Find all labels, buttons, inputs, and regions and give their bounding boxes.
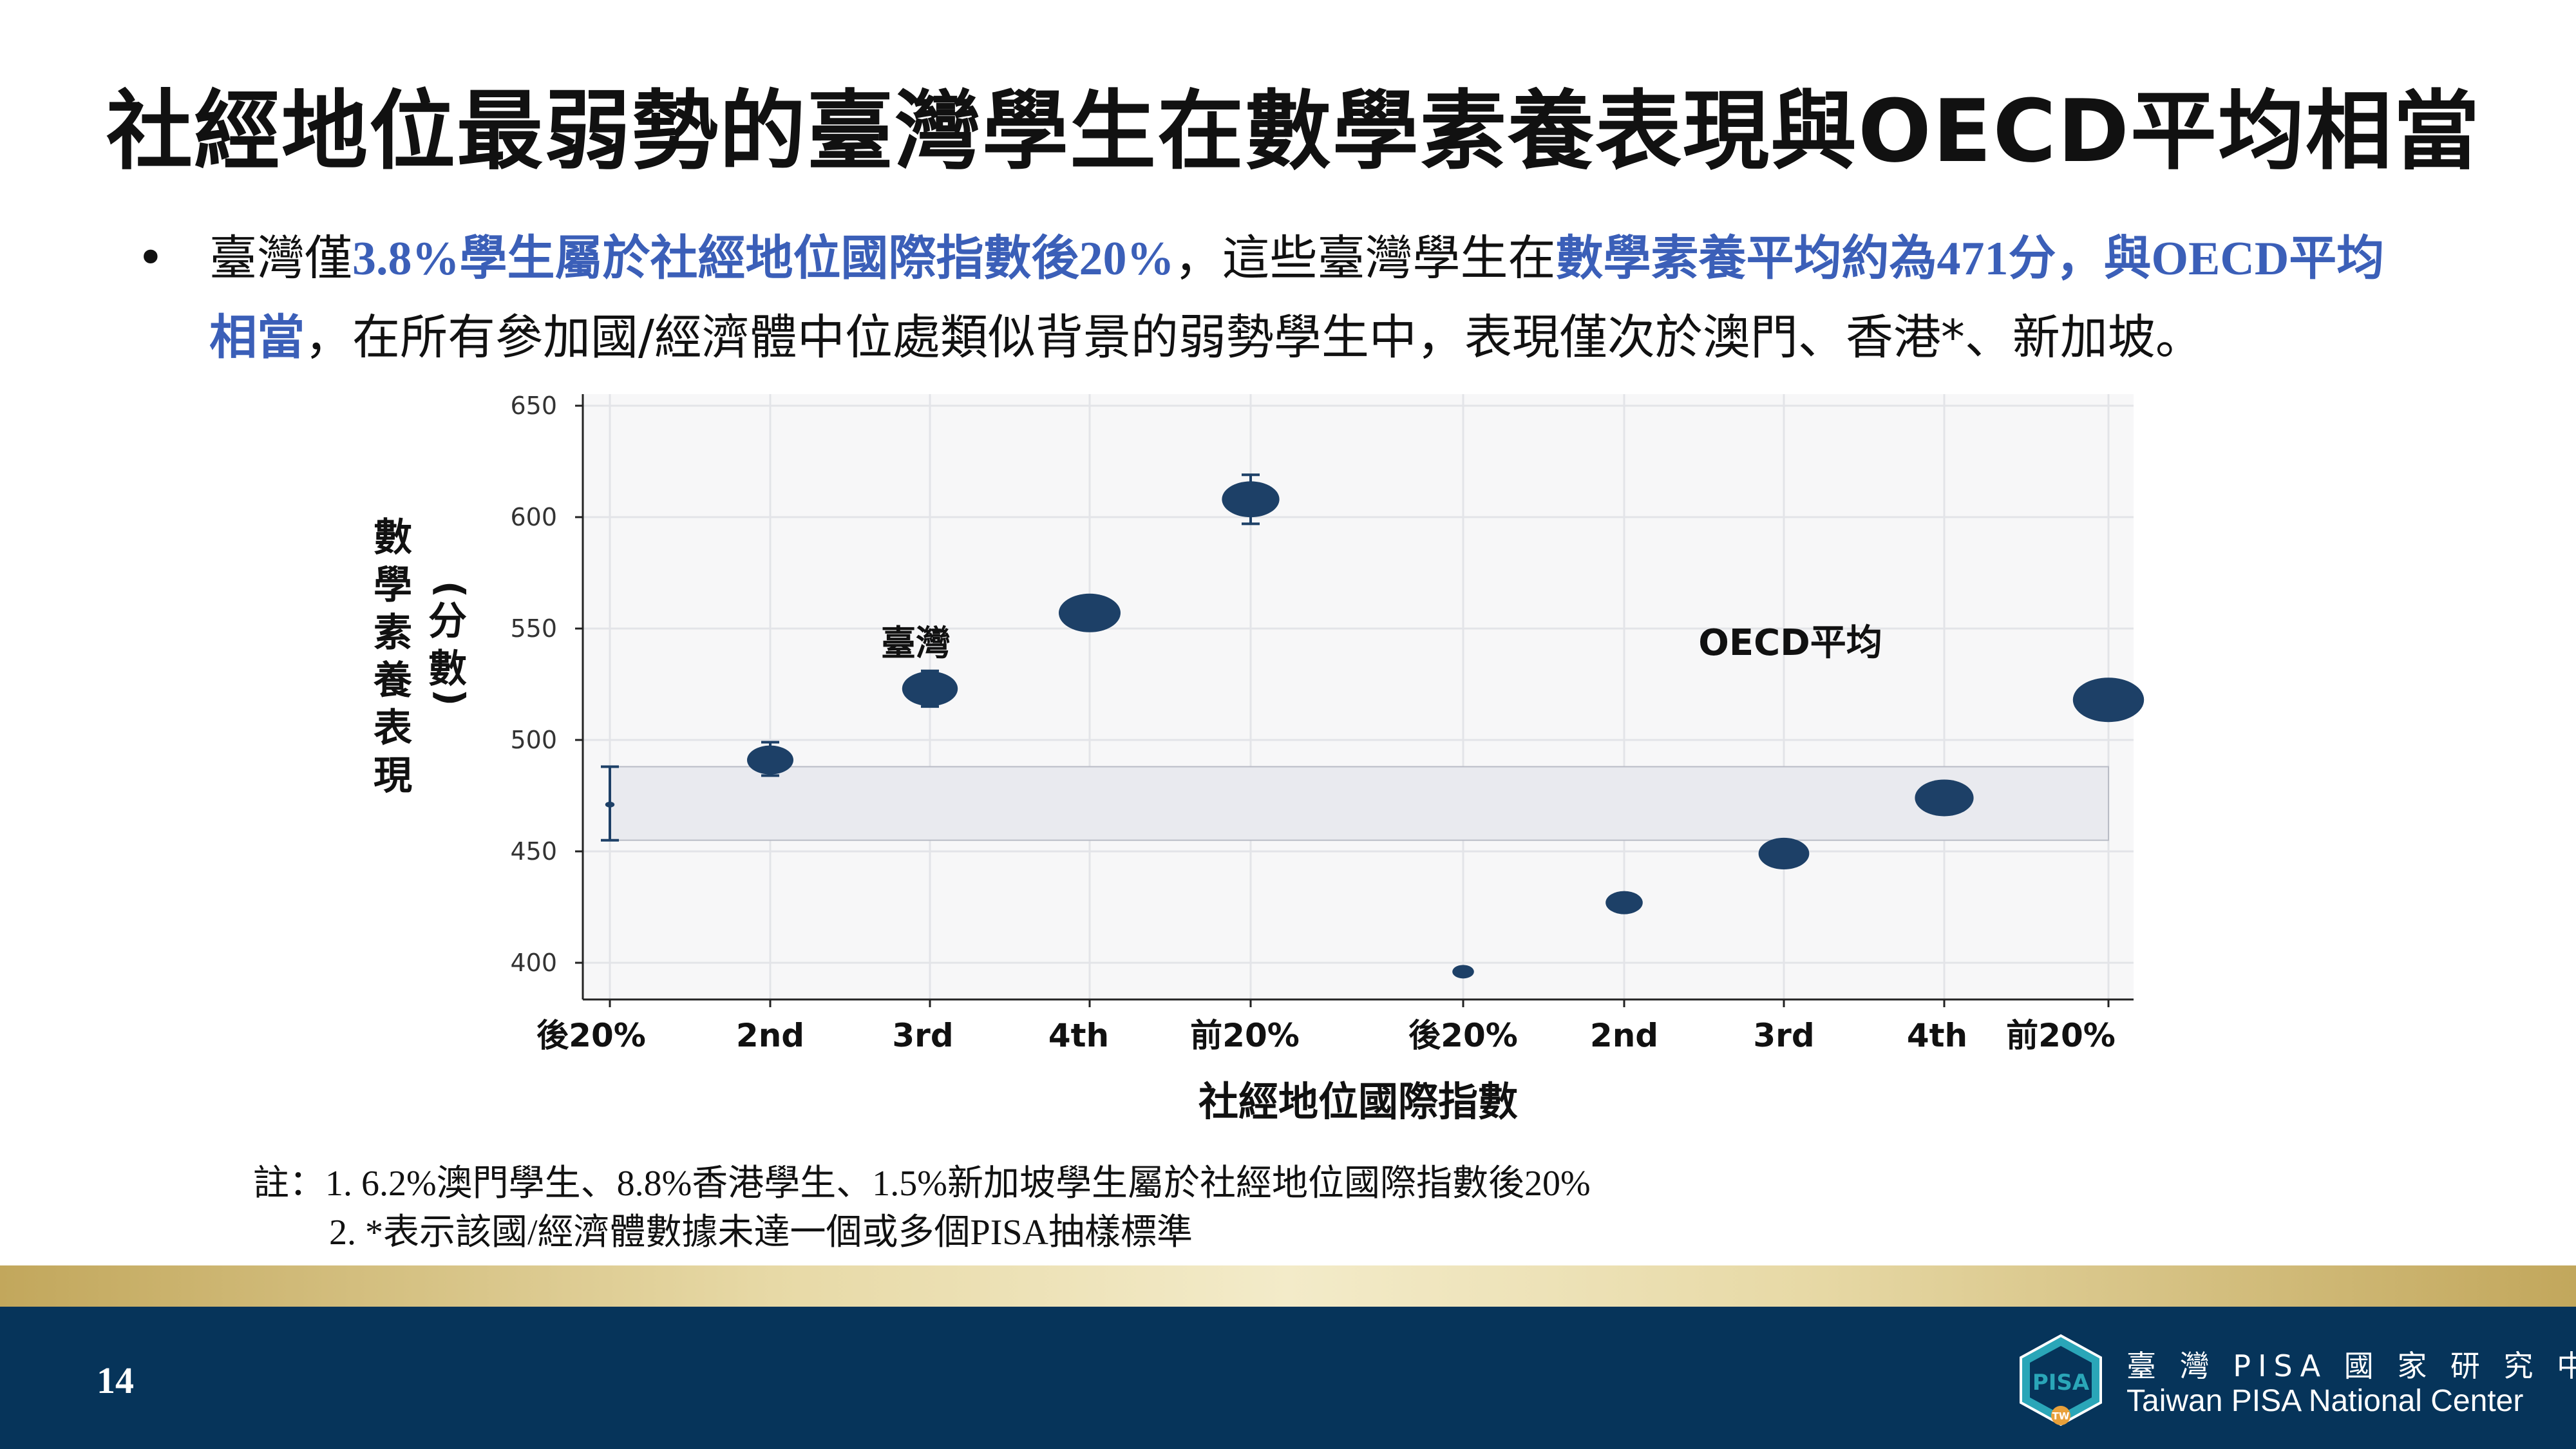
y-title-char-3: 養 — [373, 658, 412, 703]
logo-badge: TW — [2052, 1410, 2070, 1422]
x-tick-label-0: 後20% — [536, 1017, 646, 1054]
data-point-1-4 — [2072, 677, 2145, 723]
series-label-oecd: OECD平均 — [1698, 622, 1882, 664]
data-point-0-0 — [605, 801, 615, 808]
org-name-chinese: 臺 灣 PISA 國 家 研 究 中 心 — [2126, 1349, 2576, 1383]
x-axis-title: 社經地位國際指數 — [1198, 1078, 1518, 1125]
y-tick-label-5: 650 — [510, 392, 557, 420]
data-point-1-3 — [1915, 779, 1974, 817]
y-title-char-5: 現 — [374, 753, 412, 799]
y-axis-title: 數學素養表現 (分數) — [373, 515, 473, 799]
bullet-part-2: ，這些臺灣學生在 — [1174, 231, 1556, 286]
plot-area-background — [583, 394, 2134, 999]
data-point-1-2 — [1758, 837, 1810, 870]
y-tick-label-2: 500 — [510, 726, 557, 754]
data-point-0-4 — [1222, 481, 1280, 518]
oecd-range-band — [609, 766, 2109, 841]
grid-lines — [583, 394, 2134, 999]
y-tick-label-3: 550 — [510, 614, 557, 643]
y-axis-ticks: 400 450 500 550 600 650 — [510, 392, 583, 977]
x-tick-label-8: 4th — [1907, 1017, 1967, 1054]
y-title-paren-close: ) — [429, 689, 473, 706]
y-tick-label-1: 450 — [510, 837, 557, 866]
bullet-text: 臺灣僅3.8%學生屬於社經地位國際指數後20%，這些臺灣學生在數學素養平均約為4… — [209, 219, 2431, 377]
x-tick-label-4: 前20% — [1190, 1017, 1300, 1054]
data-point-0-1 — [747, 745, 793, 775]
bullet-part-1: 臺灣僅 — [209, 231, 352, 286]
y-title-paren-open: ( — [429, 581, 473, 598]
y-title-char-0: 數 — [374, 515, 412, 560]
x-axis-ticks: 後20% 2nd 3rd 4th 前20% 後20% 2nd 3rd 4th 前20% — [536, 999, 2116, 1054]
logo-text: PISA — [2032, 1370, 2090, 1396]
series-label-taiwan: 臺灣 — [881, 623, 951, 663]
y-tick-label-4: 600 — [510, 503, 557, 531]
footnote-1: 註：1. 6.2%澳門學生、8.8%香港學生、1.5%新加坡學生屬於社經地位國際… — [253, 1164, 1591, 1204]
x-tick-label-5: 後20% — [1408, 1017, 1518, 1054]
y-title-char-1: 學 — [374, 563, 412, 608]
data-points — [601, 473, 2145, 979]
data-point-1-0 — [1452, 965, 1474, 979]
decorative-gold-band — [0, 1265, 2576, 1307]
y-title-unit-char-1: 數 — [428, 647, 467, 692]
page-number: 14 — [97, 1359, 134, 1401]
x-tick-label-2: 3rd — [892, 1017, 953, 1054]
data-point-0-2 — [902, 671, 958, 706]
x-tick-label-3: 4th — [1048, 1017, 1109, 1054]
bullet-highlight-1: 3.8%學生屬於社經地位國際指數後20% — [352, 232, 1175, 285]
x-tick-label-1: 2nd — [736, 1017, 804, 1054]
x-tick-label-7: 3rd — [1753, 1017, 1814, 1054]
x-tick-label-6: 2nd — [1590, 1017, 1658, 1054]
bullet-marker: • — [137, 231, 165, 286]
footnotes: 註：1. 6.2%澳門學生、8.8%香港學生、1.5%新加坡學生屬於社經地位國際… — [253, 1159, 1927, 1257]
pisa-logo-icon: PISA TW — [2020, 1334, 2102, 1426]
slide-title: 社經地位最弱勢的臺灣學生在數學素養表現與OECD平均相當 — [106, 81, 2481, 182]
x-tick-label-9: 前20% — [2006, 1017, 2116, 1054]
footnote-2: 2. *表示該國/經濟體數據未達一個或多個PISA抽樣標準 — [329, 1213, 1193, 1253]
data-point-1-1 — [1605, 891, 1643, 914]
bullet-part-3: ，在所有參加國/經濟體中位處類似背景的弱勢學生中，表現僅次於澳門、香港*、新加坡… — [305, 310, 2203, 365]
y-tick-label-0: 400 — [510, 949, 557, 977]
y-title-char-4: 表 — [374, 706, 412, 751]
y-title-unit-char-0: 分 — [428, 599, 467, 644]
footer-bar — [0, 1307, 2576, 1449]
data-point-0-3 — [1059, 593, 1121, 632]
y-title-char-2: 素 — [374, 611, 412, 656]
org-name-english: Taiwan PISA National Center — [2126, 1384, 2524, 1418]
bullet-highlight-2: 數學素養平均約為471分，與OECD平均相當 — [209, 232, 2385, 365]
